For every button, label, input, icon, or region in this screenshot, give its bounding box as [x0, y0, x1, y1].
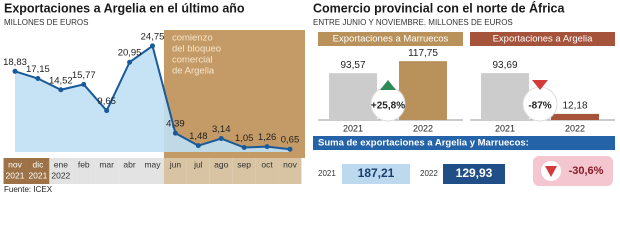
value-label: 1,48 — [189, 131, 208, 142]
value-label: 1,05 — [235, 133, 254, 144]
x-tick-label: jun — [169, 159, 182, 169]
chart-title: Exportaciones a Argelia en el último año — [4, 1, 245, 15]
panel-title-bg — [318, 32, 463, 46]
point — [241, 145, 247, 150]
summary-title: Suma de exportaciones a Argelia y Marrue… — [318, 138, 529, 149]
change-arrow — [380, 80, 396, 90]
summary-box — [342, 164, 410, 184]
value-label: 0,65 — [281, 135, 300, 146]
x-tick-label: ene — [54, 159, 68, 169]
value-label: 15,77 — [72, 70, 96, 81]
point — [218, 136, 224, 142]
point — [58, 87, 64, 93]
value-label: 18,83 — [3, 57, 27, 68]
right-title: Comercio provincial con el norte de Áfri… — [313, 0, 566, 15]
point — [127, 59, 133, 65]
x-tick-label: ago — [214, 159, 228, 169]
shaded-period — [163, 30, 305, 158]
x-tick-label: 2022 — [565, 123, 585, 133]
change-label: -87% — [528, 101, 551, 112]
value-label: 3,14 — [212, 124, 231, 135]
x-label-bg — [49, 158, 73, 184]
summary-value: 187,21 — [358, 166, 395, 180]
bar — [329, 73, 377, 120]
x-tick-label: dic — [32, 159, 44, 169]
x-tick-label: may — [144, 159, 161, 169]
infographic: Comercio provincial con el norte de Áfri… — [3, 0, 615, 194]
x-tick-label: nov — [8, 159, 22, 169]
x-label-bg — [278, 158, 302, 184]
panel-title-bg — [470, 32, 615, 46]
annotation: del bloqueo — [172, 44, 221, 55]
summary-bar — [313, 136, 615, 150]
change-arrow — [532, 80, 548, 90]
point — [12, 68, 18, 74]
x-tick-label: nov — [283, 159, 297, 169]
x-tick-label: 2021 — [343, 123, 363, 133]
point — [81, 81, 87, 87]
x-sublabel: 2021 — [6, 170, 25, 180]
summary-year: 2022 — [420, 169, 438, 178]
bar — [399, 61, 447, 120]
value-label: 4,39 — [166, 119, 185, 130]
x-label-bg — [72, 158, 96, 184]
value-label: 17,15 — [26, 64, 50, 75]
x-label-bg — [118, 158, 142, 184]
summary-change: -30,6% — [569, 165, 604, 177]
point — [35, 76, 41, 81]
value-label: 9,65 — [97, 96, 116, 107]
x-label-bg — [232, 158, 256, 184]
x-label-bg — [255, 158, 279, 184]
summary-box — [443, 164, 505, 184]
x-tick-label: oct — [261, 159, 273, 169]
bar — [481, 73, 529, 120]
x-tick-label: sep — [237, 159, 251, 169]
x-label-bg — [26, 158, 50, 184]
right-subtitle: ENTRE JUNIO Y NOVIEMBRE. MILLONES DE EUR… — [313, 18, 513, 27]
summary-value: 129,93 — [456, 166, 493, 180]
x-label-bg — [3, 158, 27, 184]
chart-subtitle: MILLONES DE EUROS — [4, 18, 88, 27]
x-label-bg — [141, 158, 164, 184]
x-tick-label: jul — [193, 159, 203, 169]
annotation: comercial — [172, 55, 213, 66]
annotation: comienzo — [172, 33, 213, 44]
x-label-bg — [163, 158, 187, 184]
value-label: 20,95 — [118, 48, 142, 59]
annotation: de Argelia — [172, 66, 215, 77]
down-arrow — [545, 166, 557, 177]
value-label: 93,57 — [340, 60, 365, 71]
point — [150, 43, 155, 49]
bar — [551, 113, 599, 120]
value-label: 1,26 — [258, 132, 277, 143]
x-sublabel: 2022 — [51, 170, 70, 180]
x-label-bg — [186, 158, 210, 184]
value-label: 12,18 — [562, 101, 587, 112]
source: Fuente: ICEX — [4, 185, 53, 194]
point — [264, 144, 270, 150]
point — [195, 143, 201, 149]
summary-year: 2021 — [318, 169, 336, 178]
value-label: 93,69 — [492, 60, 517, 71]
x-tick-label: 2022 — [413, 123, 433, 133]
panel-title: Exportaciones a Marruecos — [333, 34, 449, 45]
change-label: +25,8% — [371, 101, 405, 112]
point — [172, 130, 178, 136]
x-tick-label: abr — [123, 159, 135, 169]
panel-title: Exportaciones a Argelia — [493, 34, 594, 45]
x-tick-label: 2021 — [495, 123, 515, 133]
x-label-bg — [209, 158, 233, 184]
value-label: 14,52 — [49, 75, 73, 86]
x-label-bg — [95, 158, 119, 184]
x-sublabel: 2021 — [28, 170, 47, 180]
x-tick-label: feb — [78, 159, 90, 169]
area — [15, 45, 290, 152]
value-label: 24,75 — [141, 31, 165, 42]
value-label: 117,75 — [408, 48, 438, 59]
point — [287, 146, 293, 152]
point — [104, 108, 110, 114]
x-tick-label: mar — [99, 159, 114, 169]
